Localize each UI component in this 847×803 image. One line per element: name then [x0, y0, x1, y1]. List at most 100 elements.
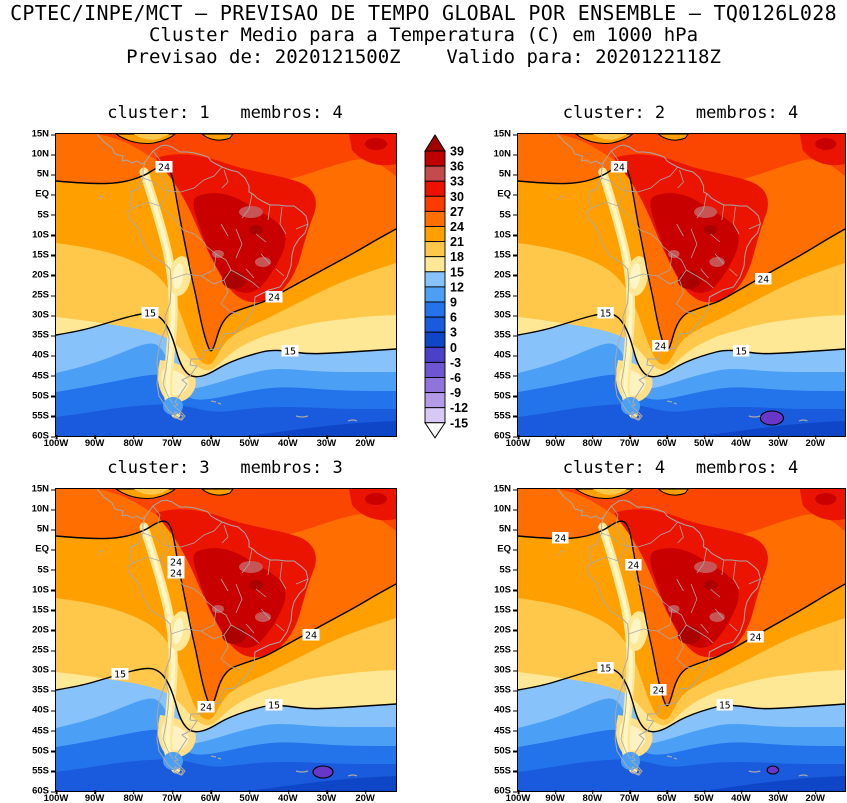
- svg-text:15: 15: [600, 663, 612, 674]
- page-subtitle: Cluster Medio para a Temperatura (C) em …: [148, 24, 699, 46]
- colorbar-tick-label: 15: [450, 265, 464, 279]
- lat-label: 15S: [481, 250, 517, 260]
- svg-text:15: 15: [114, 670, 126, 681]
- svg-text:15: 15: [284, 347, 296, 358]
- lon-label: 70W: [162, 435, 182, 449]
- lat-label: 40S: [19, 351, 55, 360]
- lat-label: 35S: [19, 331, 55, 340]
- lat-label: 50S: [481, 391, 517, 400]
- colorbar-arrow-down: [424, 422, 446, 439]
- lat-label: 35S: [19, 686, 55, 695]
- lon-label: 20W: [355, 435, 375, 449]
- lat-label: 50S: [481, 746, 517, 755]
- lat-label: 45S: [19, 726, 55, 735]
- lon-label: 60W: [200, 435, 221, 449]
- lat-label: EQ: [19, 190, 55, 199]
- colorbar-tick-label: 33: [450, 175, 464, 189]
- colorbar-cell: [424, 150, 446, 167]
- lat-label: 45S: [19, 371, 55, 380]
- colorbar-cell: [424, 226, 446, 243]
- contour-label: 24: [197, 701, 215, 714]
- lat-label: 55S: [481, 411, 517, 421]
- lat-label: 5N: [481, 525, 517, 534]
- svg-text:24: 24: [628, 560, 640, 571]
- lat-label: 5S: [19, 210, 55, 219]
- lat-label: 25S: [481, 290, 517, 300]
- map-cluster-1: 24 24 15 15: [56, 134, 396, 436]
- panel-title: cluster: 4 membros: 4: [562, 458, 799, 478]
- lat-label: 5S: [19, 565, 55, 574]
- contour-label: 24: [167, 556, 185, 569]
- lat-label: 60S: [481, 786, 517, 796]
- lat-label: 40S: [481, 706, 517, 715]
- lon-label: 80W: [582, 435, 603, 449]
- colorbar-cell: [424, 241, 446, 258]
- lon-label: 50W: [694, 790, 714, 803]
- temperature-colorbar: 39 36 33 30 27 24 21 18 15 12 9 6 3 0 -3 -6 -9 -12 -15: [424, 134, 488, 446]
- contour-label: 24: [625, 559, 642, 572]
- lat-label: 30S: [19, 310, 55, 320]
- lon-label: 50W: [694, 435, 714, 449]
- lon-label: 80W: [123, 435, 144, 449]
- lat-label: EQ: [481, 545, 517, 554]
- lat-label: 15N: [19, 129, 55, 139]
- contour-label: 24: [302, 629, 320, 642]
- lon-label: 50W: [239, 435, 259, 449]
- lon-label: 40W: [731, 790, 751, 803]
- svg-text:15: 15: [268, 701, 280, 712]
- lon-label: 30W: [768, 435, 788, 449]
- page-title: CPTEC/INPE/MCT – PREVISAO DE TEMPO GLOBA…: [10, 1, 837, 25]
- colorbar-cell: [424, 165, 446, 182]
- lon-label: 100W: [43, 435, 69, 449]
- map-frame: 15N 10N 5N EQ 5S 10S 15S 20S 25S 30S 35S 40S 45S 50S 5…: [32, 129, 397, 448]
- colorbar-cell: [424, 346, 446, 363]
- lon-label: 60W: [200, 790, 221, 803]
- colorbar-tick-label: 27: [450, 205, 464, 219]
- lat-label: 60S: [19, 786, 55, 796]
- colorbar-tick-label: 9: [450, 296, 457, 310]
- warm-core-dark-red: [650, 548, 739, 648]
- svg-text:24: 24: [305, 631, 317, 642]
- lon-label: 70W: [619, 790, 640, 803]
- colorbar-tick-label: 30: [450, 190, 464, 204]
- lon-label: 30W: [316, 435, 337, 449]
- lat-label: 10N: [481, 504, 517, 514]
- svg-text:15: 15: [144, 309, 156, 320]
- colorbar-tick-label: -9: [450, 386, 461, 400]
- lat-label: 25S: [19, 290, 55, 300]
- svg-text:24: 24: [613, 162, 625, 173]
- colorbar-tick-label: 36: [450, 160, 464, 174]
- cluster-panel-2: cluster: 2 membros: 4 15N 10N 5N EQ 5S 10S 15S 2…: [494, 103, 846, 455]
- colorbar-tick-label: 12: [450, 280, 464, 294]
- lat-label: 10S: [481, 585, 517, 594]
- svg-text:24: 24: [200, 703, 212, 714]
- warm-core-dark-red: [193, 193, 286, 293]
- lon-label: 60W: [656, 435, 677, 449]
- contour-label: 15: [265, 699, 283, 712]
- lat-label: 15N: [19, 484, 55, 494]
- colorbar-cell: [424, 195, 446, 212]
- lat-label: 15S: [481, 605, 517, 615]
- lon-label: 100W: [505, 435, 531, 449]
- lat-label: 10S: [481, 230, 517, 239]
- lat-label: 5S: [481, 565, 517, 574]
- cluster-panel-1: cluster: 1 membros: 4 15N 10N 5N EQ 5S 10S 15S 2…: [32, 103, 397, 455]
- lat-label: 5S: [481, 210, 517, 219]
- lat-label: EQ: [481, 190, 517, 199]
- colorbar-cell: [424, 210, 446, 227]
- lon-label: 80W: [123, 790, 144, 803]
- lat-label: 20S: [481, 625, 517, 635]
- colorbar-tick-label: 18: [450, 250, 464, 264]
- map-cluster-2: 24 24 15 24 15: [518, 134, 845, 436]
- lat-label: 35S: [481, 686, 517, 695]
- colorbar-cell: [424, 316, 446, 333]
- cluster-panel-4: cluster: 4 membros: 4 15N 10N 5N EQ 5S 10S 15S 2…: [494, 458, 846, 803]
- lat-label: 30S: [481, 665, 517, 675]
- lat-label: 30S: [481, 310, 517, 320]
- colorbar-cell: [424, 392, 446, 409]
- svg-text:24: 24: [170, 558, 182, 569]
- svg-text:15: 15: [600, 308, 612, 319]
- colorbar-arrow-up: [424, 134, 446, 152]
- svg-text:24: 24: [757, 274, 769, 285]
